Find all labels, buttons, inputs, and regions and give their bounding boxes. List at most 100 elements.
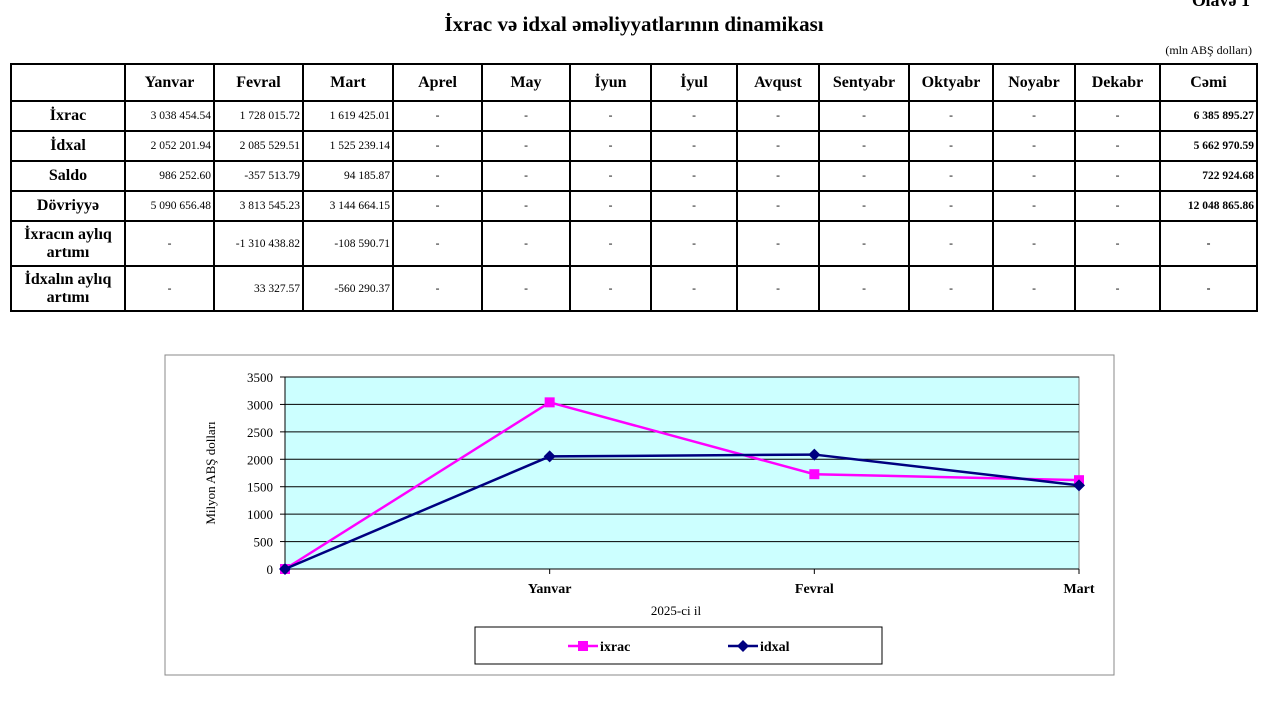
data-point xyxy=(1073,479,1085,492)
table-cell: 1 619 425.01 xyxy=(302,100,394,132)
table-cell: - xyxy=(650,130,738,162)
table-cell: - xyxy=(818,265,910,312)
y-tick-label: 1000 xyxy=(247,507,273,522)
x-tick-label: Yanvar xyxy=(528,582,572,597)
table-cell: - xyxy=(818,220,910,267)
table-cell: - xyxy=(818,130,910,162)
table-cell: - xyxy=(818,190,910,222)
table-cell: - xyxy=(908,100,994,132)
table-cell: - xyxy=(736,220,820,267)
table-cell: -357 513.79 xyxy=(213,160,304,192)
table-cell: - xyxy=(992,190,1076,222)
column-header: İyul xyxy=(650,63,738,102)
table-cell: - xyxy=(124,265,215,312)
row-label: Saldo xyxy=(10,160,126,192)
table-cell: - xyxy=(818,160,910,192)
y-tick-label: 0 xyxy=(267,562,274,577)
table-cell: - xyxy=(1074,100,1161,132)
column-header: Sentyabr xyxy=(818,63,910,102)
annex: Əlavə 1 xyxy=(1192,0,1250,10)
table-cell: - xyxy=(650,190,738,222)
table-cell: 12 048 865.86 xyxy=(1159,190,1258,222)
table-cell: 2 052 201.94 xyxy=(124,130,215,162)
table-cell: - xyxy=(481,130,571,162)
legend-marker xyxy=(578,641,588,651)
y-tick-label: 3000 xyxy=(247,397,273,412)
corner-cell xyxy=(10,63,126,102)
table-cell: - xyxy=(1074,130,1161,162)
table-cell: - xyxy=(908,160,994,192)
column-header: Noyabr xyxy=(992,63,1076,102)
table-cell: - xyxy=(992,100,1076,132)
table-cell: - xyxy=(1074,190,1161,222)
series-line xyxy=(284,453,1080,571)
table-cell: -1 310 438.82 xyxy=(213,220,304,267)
table-cell: - xyxy=(481,220,571,267)
table-cell: - xyxy=(392,220,483,267)
table-cell: - xyxy=(569,160,652,192)
data-point xyxy=(544,397,555,408)
table-cell: - xyxy=(650,265,738,312)
table-cell: - xyxy=(650,100,738,132)
table-cell: - xyxy=(392,160,483,192)
table-cell: - xyxy=(1159,265,1258,312)
table-cell: - xyxy=(392,130,483,162)
row-label: İdxal xyxy=(10,130,126,162)
table-cell: - xyxy=(736,160,820,192)
table-cell: - xyxy=(1159,220,1258,267)
table-cell: - xyxy=(1074,265,1161,312)
row-label: İxrac xyxy=(10,100,126,132)
plot-area xyxy=(284,376,1080,570)
y-tick-label: 2500 xyxy=(247,425,273,440)
table-cell: - xyxy=(1074,220,1161,267)
x-tick-label: Mart xyxy=(1063,582,1094,597)
table-cell: - xyxy=(392,190,483,222)
table-cell: - xyxy=(481,190,571,222)
series-line xyxy=(284,400,1080,571)
table-cell: 5 090 656.48 xyxy=(124,190,215,222)
legend-marker xyxy=(737,640,749,652)
y-tick-label: 1500 xyxy=(247,480,273,495)
data-point xyxy=(808,448,821,461)
y-tick-label: 500 xyxy=(254,535,274,550)
column-header: Avqust xyxy=(736,63,820,102)
table-cell: - xyxy=(992,160,1076,192)
header-row: Yanvar Fevral Mart Aprel May İyun İyul Avqust Se… xyxy=(10,63,1258,102)
row-label: İxracın aylıq artımı xyxy=(10,220,126,267)
x-axis-title: 2025-ci il xyxy=(651,603,702,618)
table-cell: -108 590.71 xyxy=(302,220,394,267)
table-row: Saldo 986 252.60 -357 513.79 94 185.87- - - - -… xyxy=(10,160,1258,192)
table-row: İdxal 2 052 201.94 2 085 529.51 1 525 239.1… xyxy=(10,130,1258,162)
table-cell: - xyxy=(818,100,910,132)
y-tick-label: 3500 xyxy=(247,370,273,385)
table-cell: 722 924.68 xyxy=(1159,160,1258,192)
table-cell: - xyxy=(992,265,1076,312)
legend-label: idxal xyxy=(760,640,790,655)
table-cell: - xyxy=(1074,160,1161,192)
column-header: Oktyabr xyxy=(908,63,994,102)
column-header: Fevral xyxy=(213,63,304,102)
table-cell: -560 290.37 xyxy=(302,265,394,312)
table-cell: - xyxy=(736,130,820,162)
table-cell: - xyxy=(908,130,994,162)
column-header: Mart xyxy=(302,63,394,102)
table-cell: 33 327.57 xyxy=(213,265,304,312)
table-cell: 3 813 545.23 xyxy=(213,190,304,222)
table-cell: 1 728 015.72 xyxy=(213,100,304,132)
column-header: Dekabr xyxy=(1074,63,1161,102)
table-cell: - xyxy=(992,130,1076,162)
column-header: May xyxy=(481,63,571,102)
table-cell: - xyxy=(908,265,994,312)
legend-box xyxy=(474,626,883,665)
data-point xyxy=(809,469,820,480)
row-label: İdxalın aylıq artımı xyxy=(10,265,126,312)
data-table: Yanvar Fevral Mart Aprel May İyun İyul Avqust Se… xyxy=(10,63,1258,312)
table-cell: - xyxy=(124,220,215,267)
table-cell: - xyxy=(736,100,820,132)
legend-label: ixrac xyxy=(600,640,630,655)
column-header: Yanvar xyxy=(124,63,215,102)
y-tick-label: 2000 xyxy=(247,452,273,467)
table-cell: - xyxy=(569,265,652,312)
